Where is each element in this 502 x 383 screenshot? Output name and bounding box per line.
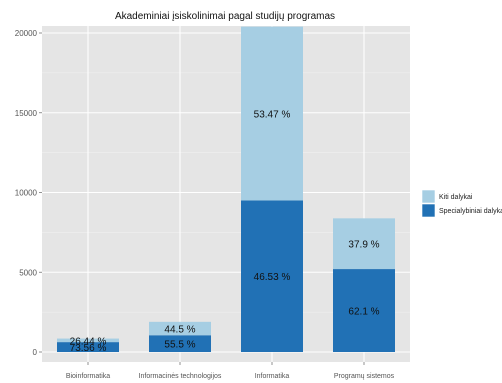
bar-kiti-2 <box>241 26 303 201</box>
y-tick-label: 5000 <box>19 268 37 277</box>
data-label: 73.56 % <box>70 343 107 354</box>
legend-label: Kiti dalykai <box>439 194 473 201</box>
legend: Kiti dalykai Specialybiniai dalykai <box>421 189 502 218</box>
bars-group <box>57 26 395 352</box>
bar-kiti-3 <box>333 218 395 270</box>
bar-kiti-0 <box>57 338 119 343</box>
chart-title: Akademiniai įsiskolinimai pagal studijų … <box>115 11 335 22</box>
bar-specialybiniai-3 <box>333 269 395 352</box>
bar-kiti-1 <box>149 321 211 336</box>
y-tick-label: 0 <box>33 348 38 357</box>
data-label: 37.9 % <box>348 240 379 251</box>
x-tick-label: Programų sistemos <box>334 373 395 380</box>
data-label: 55.5 % <box>164 340 195 351</box>
y-axis: 0 5000 10000 15000 20000 <box>15 29 42 357</box>
x-tick-label: Bioinformatika <box>66 373 110 380</box>
x-tick-label: Informatika <box>255 373 290 380</box>
y-tick-label: 20000 <box>15 29 38 38</box>
data-label: 26.44 % <box>70 336 107 347</box>
data-label: 53.47 % <box>254 110 291 121</box>
data-label: 46.53 % <box>254 272 291 283</box>
y-tick-label: 10000 <box>15 189 38 198</box>
data-label: 44.5 % <box>164 325 195 336</box>
data-labels-group: 73.56 %26.44 % 55.5 % 44.5 % 46.53 % 53.47 %… <box>70 110 380 355</box>
legend-label: Specialybiniai dalykai <box>439 208 502 215</box>
x-axis: Bioinformatika Informacinės technologijos… <box>66 362 395 380</box>
bar-specialybiniai-1 <box>149 335 211 352</box>
data-label: 62.1 % <box>348 307 379 318</box>
bar-specialybiniai-2 <box>241 200 303 352</box>
legend-swatch-0 <box>421 203 436 218</box>
y-tick-label: 15000 <box>15 109 38 118</box>
x-tick-label: Informacinės technologijos <box>139 373 222 380</box>
bar-specialybiniai-0 <box>57 342 119 352</box>
legend-swatch-1 <box>421 189 436 204</box>
